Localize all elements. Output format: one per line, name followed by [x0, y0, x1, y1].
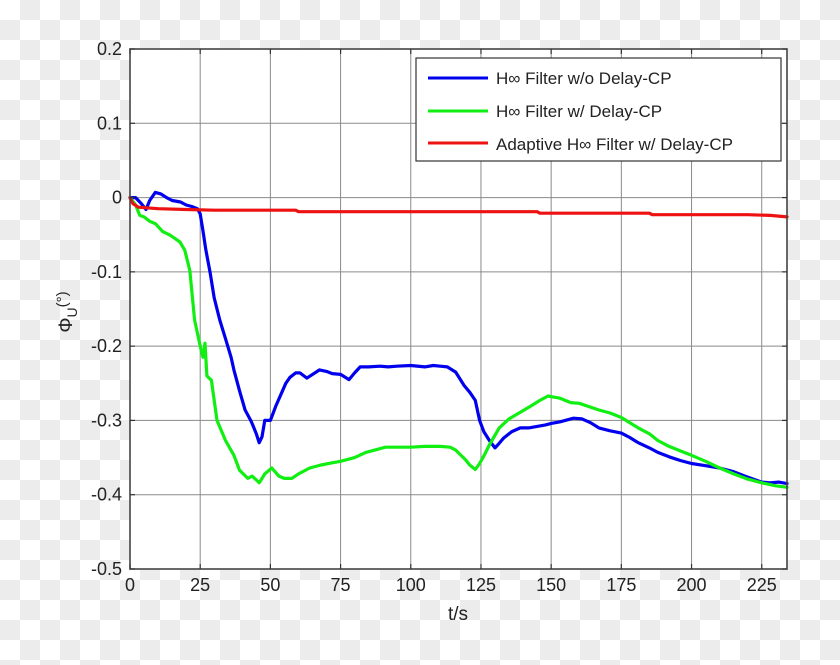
plot-frame: [129, 48, 788, 570]
legend-label-red: Adaptive H∞ Filter w/ Delay-CP: [496, 135, 733, 154]
y-tick-label: 0.1: [97, 113, 122, 133]
x-tick-label: 50: [260, 575, 280, 595]
y-tick-label: -0.2: [91, 336, 122, 356]
series-line-0: [128, 190, 789, 486]
y-tick-label: -0.1: [91, 262, 122, 282]
legend-entry-red: Adaptive H∞ Filter w/ Delay-CP: [428, 135, 733, 154]
series-line-2: [128, 196, 789, 219]
x-tick-label: 175: [606, 575, 636, 595]
data-series: [128, 190, 789, 489]
y-tick-label: -0.5: [91, 559, 122, 579]
y-axis-title: ΦU(°): [54, 291, 80, 332]
x-tick-label: 25: [190, 575, 210, 595]
x-tick-label: 100: [396, 575, 426, 595]
y-tick-label: -0.3: [91, 410, 122, 430]
x-tick-label: 150: [536, 575, 566, 595]
y-tick-label: -0.4: [91, 485, 122, 505]
y-axis-title-subscript: U: [64, 307, 80, 317]
legend-entry-blue: H∞ Filter w/o Delay-CP: [428, 69, 672, 88]
x-tick-label: 200: [677, 575, 707, 595]
y-axis-title-symbol: Φ: [56, 317, 77, 332]
y-axis-title-unit: (°): [54, 291, 71, 307]
legend-label-green: H∞ Filter w/ Delay-CP: [496, 102, 662, 121]
y-tick-label: 0: [112, 188, 122, 208]
legend-label-blue: H∞ Filter w/o Delay-CP: [496, 69, 672, 88]
x-tick-label: 125: [466, 575, 496, 595]
axis-ticks: [129, 48, 787, 570]
legend: H∞ Filter w/o Delay-CP H∞ Filter w/ Dela…: [415, 57, 782, 162]
x-tick-label: 75: [331, 575, 351, 595]
y-tick-label: 0.2: [97, 39, 122, 59]
x-tick-label: 225: [747, 575, 777, 595]
x-tick-label: 0: [125, 575, 135, 595]
y-axis-tick-labels: 0.2 0.1 0 -0.1 -0.2 -0.3 -0.4 -0.5: [91, 39, 122, 579]
x-axis-title: t/s: [448, 604, 468, 625]
series-line-1: [128, 196, 789, 489]
legend-entry-green: H∞ Filter w/ Delay-CP: [428, 102, 662, 121]
svg-text:ΦU(°): ΦU(°): [54, 291, 80, 332]
x-axis-tick-labels: 0 25 50 75 100 125 150 175 200 225: [125, 575, 777, 595]
